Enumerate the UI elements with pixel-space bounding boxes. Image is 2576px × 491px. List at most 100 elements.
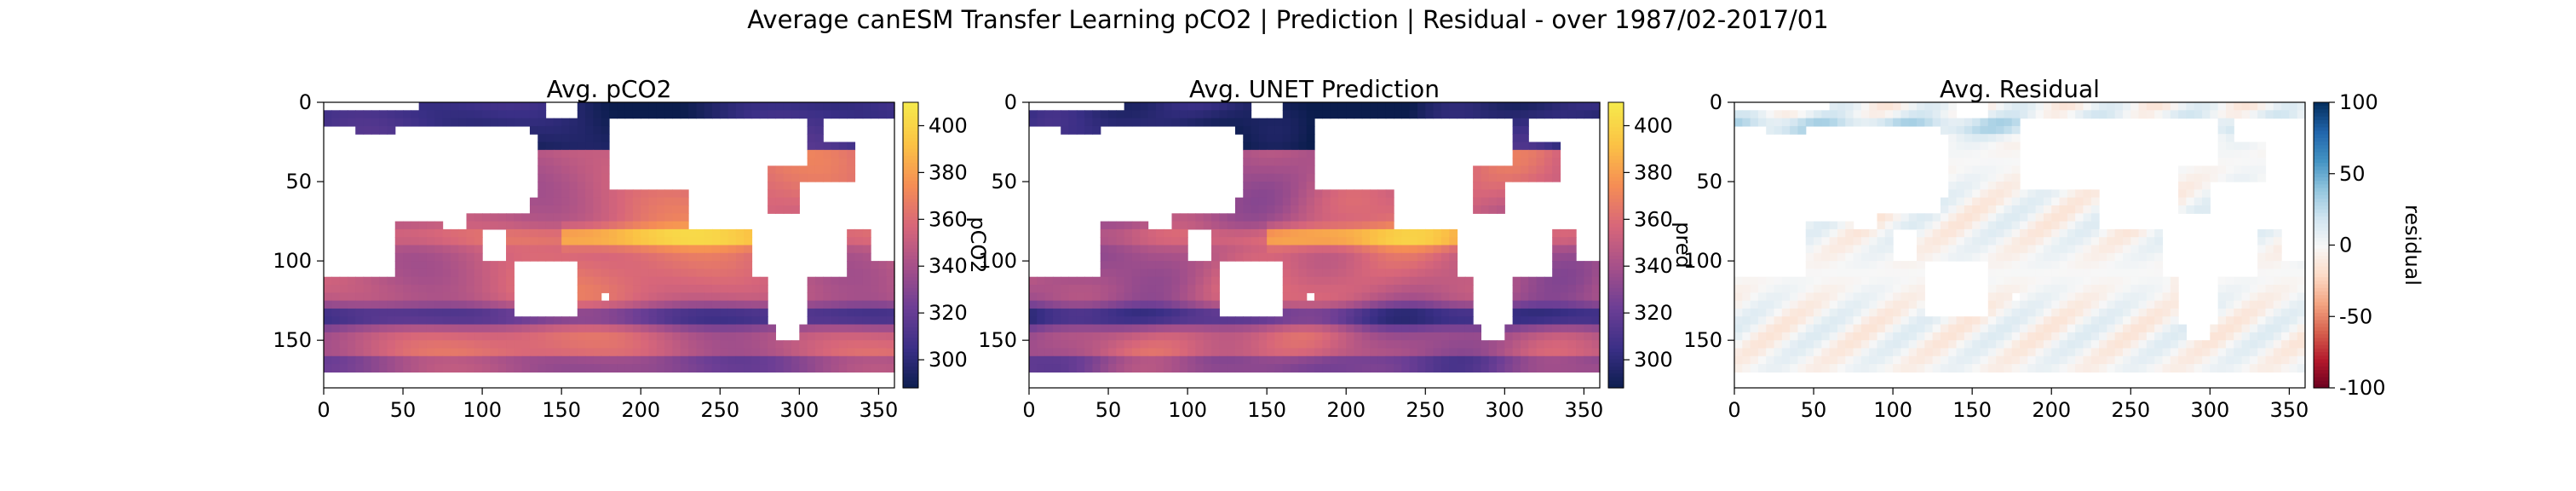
heatmap-cell [1829, 102, 1838, 111]
heatmap-cell [1298, 189, 1308, 199]
colorbar-segment [2314, 148, 2329, 153]
heatmap-cell [593, 292, 602, 302]
heatmap-cell [363, 324, 372, 333]
heatmap-cell [727, 276, 737, 286]
heatmap-cell [1805, 308, 1814, 317]
heatmap-cell [2130, 308, 2140, 317]
heatmap-cell [1869, 355, 1878, 365]
heatmap-cell [744, 102, 753, 111]
heatmap-cell [1401, 340, 1411, 349]
heatmap-cell [664, 340, 674, 349]
heatmap-cell [1124, 364, 1133, 373]
heatmap-cell [1481, 110, 1490, 119]
heatmap-cell [1084, 125, 1094, 135]
heatmap-cell [2225, 118, 2234, 127]
x-tick-label: 200 [1326, 398, 1366, 422]
heatmap-cell [1354, 269, 1363, 278]
heatmap-cell [1337, 276, 1347, 286]
heatmap-cell [807, 355, 816, 365]
heatmap-cell [2043, 197, 2052, 206]
colorbar-segment [1608, 377, 1624, 382]
colorbar-segment [2314, 223, 2329, 228]
heatmap-cell [538, 158, 547, 167]
heatmap-cell [506, 221, 515, 230]
heatmap-cell [347, 300, 356, 309]
heatmap-cell [1322, 348, 1331, 357]
heatmap-cell [379, 364, 388, 373]
heatmap-cell [823, 292, 832, 302]
heatmap-cell [1322, 245, 1331, 254]
heatmap-cell [450, 276, 459, 286]
colorbar-segment [2314, 227, 2329, 232]
heatmap-cell [2265, 245, 2274, 254]
heatmap-cell [1964, 182, 1973, 190]
heatmap-cell [2090, 355, 2100, 365]
heatmap-cell [672, 245, 681, 254]
heatmap-cell [1211, 300, 1220, 309]
heatmap-cell [1171, 324, 1181, 333]
heatmap-cell [1560, 355, 1569, 365]
heatmap-cell [1869, 245, 1878, 254]
heatmap-cell [553, 245, 562, 254]
heatmap-cell [2122, 110, 2131, 119]
heatmap-cell [641, 102, 650, 111]
heatmap-cell [1948, 102, 1958, 111]
colorbar-segment [2314, 362, 2329, 367]
heatmap-cell [371, 276, 380, 286]
heatmap-cell [783, 364, 792, 373]
heatmap-cell [1757, 276, 1767, 286]
colorbar-segment [1608, 316, 1624, 321]
heatmap-cell [1346, 292, 1355, 302]
heatmap-cell [862, 102, 871, 111]
heatmap-cell [569, 364, 578, 373]
heatmap-cell [1124, 316, 1133, 326]
heatmap-cell [355, 355, 365, 365]
heatmap-cell [553, 252, 562, 262]
heatmap-cell [688, 276, 697, 286]
heatmap-cell [1433, 110, 1442, 119]
heatmap-cell [1124, 355, 1133, 365]
heatmap-cell [1179, 316, 1188, 326]
y-tick-label: 50 [285, 170, 312, 194]
heatmap-cell [2020, 300, 2028, 309]
heatmap-cell [2067, 308, 2076, 317]
heatmap-cell [1370, 355, 1379, 365]
heatmap-cell [1987, 332, 1997, 341]
heatmap-cell [545, 205, 555, 214]
heatmap-cell [1980, 237, 1989, 246]
heatmap-cell [1853, 252, 1862, 262]
heatmap-cell [2138, 237, 2148, 246]
heatmap-cell [1972, 237, 1981, 246]
heatmap-cell [1322, 355, 1331, 365]
heatmap-cell [1893, 102, 1902, 111]
heatmap-cell [577, 364, 586, 373]
heatmap-cell [1964, 324, 1973, 333]
heatmap-cell [2217, 142, 2227, 151]
heatmap-cell [1440, 364, 1450, 373]
heatmap-cell [1100, 316, 1109, 326]
heatmap-cell [735, 252, 745, 262]
heatmap-cell [1790, 308, 1799, 317]
heatmap-cell [1370, 245, 1379, 254]
heatmap-cell [2241, 348, 2251, 357]
heatmap-cell [1567, 292, 1577, 302]
heatmap-cell [1964, 118, 1973, 127]
heatmap-cell [1829, 355, 1838, 365]
heatmap-cell [474, 340, 483, 349]
heatmap-cell [585, 364, 594, 373]
heatmap-cell [1124, 228, 1133, 238]
heatmap-cell [371, 324, 380, 333]
heatmap-cell [2225, 125, 2234, 135]
heatmap-cell [617, 292, 626, 302]
heatmap-cell [1164, 252, 1173, 262]
heatmap-cell [751, 332, 761, 341]
heatmap-cell [1267, 348, 1276, 357]
heatmap-cell [1282, 348, 1291, 357]
colorbar-tick-label: 380 [929, 160, 968, 184]
colorbar-segment [2314, 166, 2329, 171]
heatmap-cell [2202, 348, 2211, 357]
heatmap-cell [1211, 364, 1220, 373]
y-tick-label: 100 [978, 249, 1017, 273]
heatmap-cell [1211, 261, 1220, 270]
heatmap-cell [538, 205, 547, 214]
